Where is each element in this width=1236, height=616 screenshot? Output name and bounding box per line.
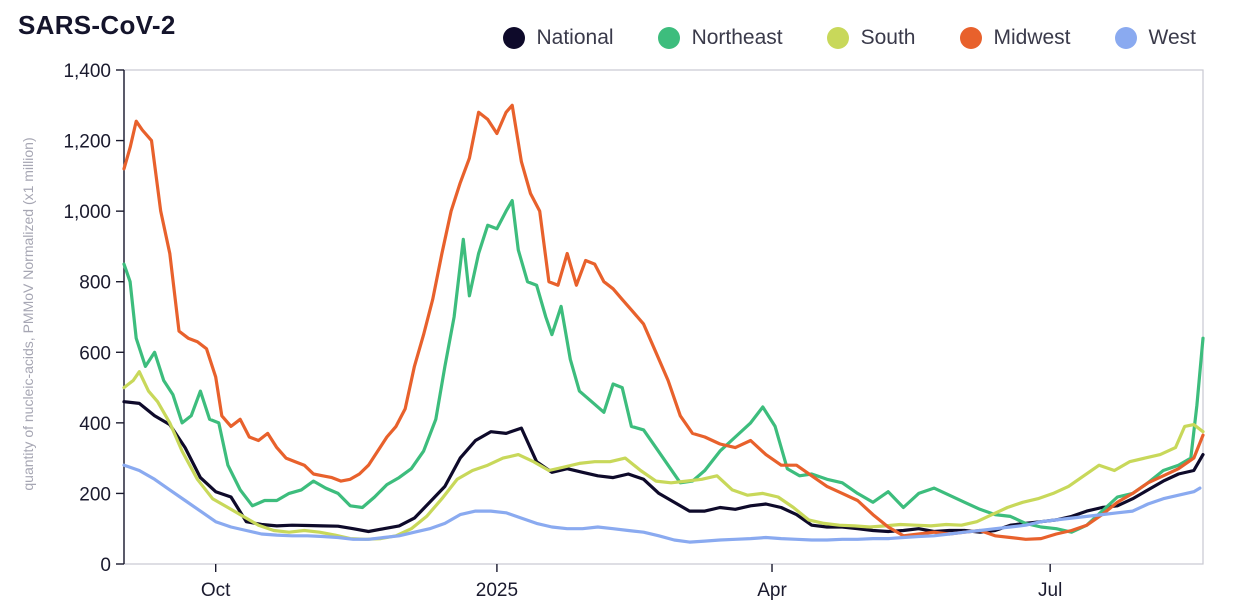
y-tick-label: 400 [79,414,111,435]
legend-label-midwest: Midwest [993,26,1071,49]
y-tick-label: 0 [100,555,111,576]
plot-frame [123,69,1204,565]
legend-swatch-northeast [657,27,680,49]
legend-item-national[interactable]: National [502,26,614,50]
series-line-midwest[interactable] [122,103,1205,541]
series-line-south[interactable] [122,370,1205,541]
series-line-national[interactable] [122,400,1205,534]
series-line-west[interactable] [122,463,1202,544]
legend-swatch-national [502,27,525,49]
y-tick-label: 1,200 [63,132,111,153]
y-tick-label: 200 [79,484,111,505]
legend-item-northeast[interactable]: Northeast [657,26,783,50]
legend-label-national: National [536,26,614,49]
y-axis-title: quantity of nucleic-acids, PMMoV Normali… [20,137,36,490]
y-axis-title-group: quantity of nucleic-acids, PMMoV Normali… [20,137,36,490]
legend-swatch-south [826,27,849,49]
chart-legend: National Northeast South Midwest West [502,26,1196,50]
y-tick-label: 600 [79,343,111,364]
legend-label-south: South [860,26,916,49]
legend-label-northeast: Northeast [691,26,783,49]
legend-swatch-midwest [959,27,982,49]
y-tick-label: 1,400 [63,61,111,82]
x-tick-label: Apr [757,580,787,601]
legend-item-midwest[interactable]: Midwest [959,26,1071,50]
legend-label-west: West [1148,26,1196,49]
series-line-northeast[interactable] [122,199,1205,534]
x-tick-label: 2025 [476,580,518,601]
legend-swatch-west [1114,27,1137,49]
axes: 0 200 400 600 800 1,000 1,200 1,400 Oct 2025 Apr Ju… [63,61,1204,601]
x-tick-label: Oct [201,580,231,601]
legend-item-west[interactable]: West [1114,26,1196,50]
x-tick-label: Jul [1038,580,1062,601]
legend-item-south[interactable]: South [826,26,916,50]
chart-title: SARS-CoV-2 [18,10,176,40]
y-tick-label: 1,000 [63,202,111,223]
y-tick-label: 800 [79,273,111,294]
series-layer [122,103,1205,544]
